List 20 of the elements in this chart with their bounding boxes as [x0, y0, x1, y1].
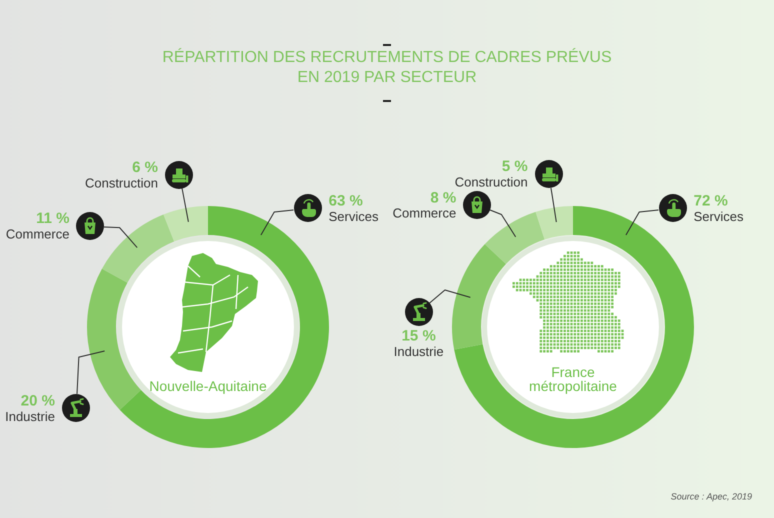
data-label: 72 % — [694, 192, 728, 210]
source-note: Source : Apec, 2019 — [670, 492, 752, 502]
data-label: 63 % — [328, 192, 363, 210]
slice-label: Construction — [454, 174, 528, 190]
slice-label: Industrie — [394, 344, 444, 359]
data-label: 8 % — [430, 189, 456, 206]
text: Nouvelle-Aquitaine — [149, 378, 267, 394]
chart-title: RÉPARTITION DES RECRUTEMENTS DE CADRES PRÉVUS EN 2019 PAR SECTEUR — [161, 48, 613, 88]
slice-label: Commerce — [6, 226, 70, 242]
data-label: 15 % — [402, 328, 436, 345]
slice-label: Industrie — [5, 408, 55, 424]
data-label: 5 % — [502, 158, 528, 176]
slice-label: Commerce — [392, 206, 456, 221]
slice-label: Services — [328, 208, 379, 224]
data-label: 20 % — [20, 392, 55, 410]
data-label: 6 % — [132, 158, 158, 176]
data-label: 11 % — [36, 210, 70, 228]
text: France métropolitaine — [529, 364, 618, 394]
slice-label: Services — [694, 208, 744, 224]
slice-label: Construction — [84, 175, 158, 190]
